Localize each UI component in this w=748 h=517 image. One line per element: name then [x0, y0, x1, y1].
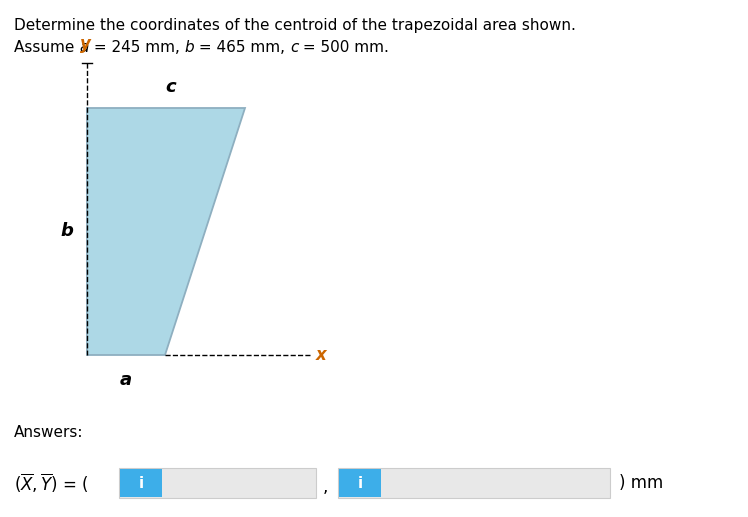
Text: = 245 mm,: = 245 mm,	[88, 40, 184, 55]
Text: ,: ,	[323, 478, 328, 496]
Text: ) mm: ) mm	[619, 474, 663, 492]
FancyBboxPatch shape	[120, 469, 162, 497]
Text: i: i	[138, 476, 144, 491]
Text: Determine the coordinates of the centroid of the trapezoidal area shown.: Determine the coordinates of the centroi…	[14, 18, 576, 33]
Text: x: x	[316, 346, 327, 364]
Text: a: a	[79, 40, 88, 55]
Text: $(\overline{X},\overline{Y})$ = (: $(\overline{X},\overline{Y})$ = (	[14, 472, 90, 495]
Text: Answers:: Answers:	[14, 425, 84, 440]
Text: c: c	[166, 78, 177, 96]
Text: = 465 mm,: = 465 mm,	[194, 40, 290, 55]
Text: a: a	[120, 371, 132, 389]
Text: c: c	[290, 40, 298, 55]
FancyBboxPatch shape	[119, 468, 316, 498]
Text: i: i	[358, 476, 363, 491]
FancyBboxPatch shape	[339, 469, 381, 497]
Polygon shape	[87, 108, 245, 355]
FancyBboxPatch shape	[338, 468, 610, 498]
Text: Assume: Assume	[14, 40, 79, 55]
Text: = 500 mm.: = 500 mm.	[298, 40, 389, 55]
Text: b: b	[60, 222, 73, 240]
Text: y: y	[79, 35, 91, 53]
Text: b: b	[184, 40, 194, 55]
